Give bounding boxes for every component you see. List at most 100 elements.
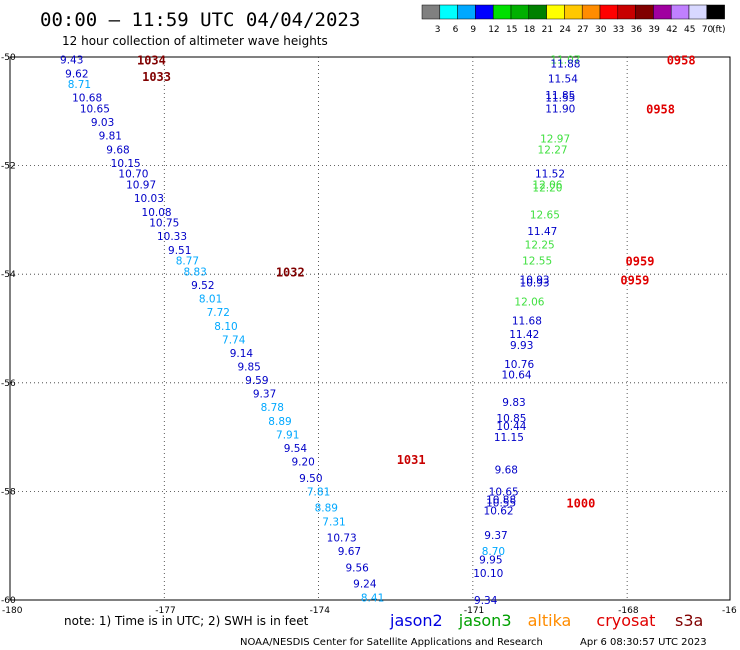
wave-height-value: 9.54 [284,443,308,455]
satellite-name: cryosat [596,611,655,630]
wave-height-value: 9.14 [230,348,254,360]
wave-height-value: 10.76 [504,359,534,371]
legend-swatch [510,4,530,20]
pass-times: 1034 1033 1032 1031 0958 0958 0959 0959 1000 [137,54,696,511]
wave-height-value: 7.31 [322,516,345,528]
wave-height-value: 8.89 [315,503,338,515]
wave-height-value: 12.06 [532,180,562,192]
legend-swatch [492,4,512,20]
pass-time-label: 0959 [626,255,655,269]
legend-swatch [564,4,583,20]
pass-time-label: 1000 [566,496,595,510]
legend-label: 18 [524,25,536,35]
wave-height-value: 9.93 [510,340,533,352]
wave-height-value: 9.85 [237,362,260,374]
legend-label: 36 [631,25,643,35]
pass-time-label: 0958 [646,103,675,117]
wave-height-value: 9.03 [91,117,114,129]
wave-height-value: 10.73 [327,533,357,545]
legend-label: 42 [666,25,677,35]
pass-time-label: 1034 [137,54,166,68]
legend-swatch [670,4,690,20]
legend-swatch [599,4,619,20]
wave-height-value: 9.20 [291,457,314,469]
legend-label: 15 [506,25,517,35]
lon-tick-label: -168 [618,606,639,616]
wave-height-value: 10.10 [473,568,503,580]
wave-height-value: 12.06 [514,296,544,308]
color-legend: 3 6 9 12 15 18 21 24 27 30 33 36 39 42 45 70(ft) [421,4,726,35]
wave-height-value: 10.93 [520,275,550,287]
wave-height-value: 11.54 [548,74,578,86]
wave-height-value: 10.62 [484,505,514,517]
wave-height-value: 8.41 [361,592,384,604]
pass-time-label: 0958 [667,54,696,68]
wave-height-value: 10.33 [157,231,187,243]
wave-height-value: 11.85 [545,90,575,102]
wave-height-value: 9.51 [168,245,191,257]
wave-height-value: 11.52 [535,169,565,181]
wave-height-value: 11.42 [509,329,539,341]
wave-height-value: 10.75 [149,218,179,230]
pass-time-label: 1031 [397,453,426,467]
pass-time-label: 0959 [620,274,649,288]
wave-height-value: 9.67 [338,546,361,558]
wave-height-value: 11.47 [527,226,557,238]
wave-height-value: 9.62 [65,68,88,80]
wave-height-value: 11.07 [550,55,580,67]
legend-swatch [546,4,565,20]
wave-height-value: 7.81 [307,486,330,498]
satellite-name: altika [528,611,572,630]
wave-height-value: 9.34 [474,595,498,607]
legend-label: 12 [488,25,499,35]
legend-swatch [439,4,458,20]
pass-time-label: 1033 [142,70,171,84]
wave-height-value: 10.65 [80,104,110,116]
wave-height-value: 8.83 [183,266,206,278]
wave-height-value: 10.08 [142,207,172,219]
legend-swatch [475,4,494,20]
map-title: 00:00 — 11:59 UTC 04/04/2023 [40,9,360,31]
satellite-name: jason3 [458,611,512,630]
wave-height-value: 10.15 [111,158,141,170]
pass-time-label: 1032 [276,265,305,279]
corner-right-label: -16 [722,606,737,616]
footer-note: note: 1) Time is in UTC; 2) SWH is in fe… [64,614,309,628]
wave-height-value: 7.72 [207,307,230,319]
legend-swatch [421,4,441,20]
graticule [10,57,730,600]
lat-tick-label: -52 [1,162,16,172]
wave-height-value: 8.78 [261,402,284,414]
plot-frame [9,56,731,601]
wave-height-value: 9.81 [99,131,122,143]
credit-text: NOAA/NESDIS Center for Satellite Applica… [240,637,543,648]
legend-swatch [706,4,725,20]
wave-height-value: 8.77 [176,256,199,268]
wave-height-value: 10.97 [126,180,156,192]
wave-height-value: 12.97 [540,133,570,145]
wave-height-value: 9.24 [353,579,377,591]
legend-label: 6 [453,25,459,35]
wave-height-value: 10.64 [502,370,532,382]
map-subtitle: 12 hour collection of altimeter wave hei… [62,34,328,48]
lat-tick-label: -54 [1,270,16,280]
wave-height-value: 7.91 [276,429,299,441]
legend-swatch [457,4,476,20]
legend-swatch [617,4,636,20]
satellite-legend: jason2 jason3 altika cryosat s3a [389,611,703,630]
lon-tick-label: -177 [155,606,175,616]
legend-swatch [653,4,672,20]
wave-height-value: 9.83 [502,397,525,409]
wave-height-value: 8.71 [68,79,91,91]
legend-swatch [528,4,547,20]
wave-height-value: 12.55 [522,256,552,268]
wave-height-value: 8.89 [268,416,291,428]
satellite-name: s3a [675,611,703,630]
wave-height-value: 10.68 [72,93,102,105]
wave-height-value: 11.88 [550,59,580,71]
legend-label: 70 [702,25,714,35]
lat-tick-label: -60 [1,596,16,606]
wave-height-value: 11.55 [545,93,575,105]
wave-height-value: 10.70 [118,169,148,181]
